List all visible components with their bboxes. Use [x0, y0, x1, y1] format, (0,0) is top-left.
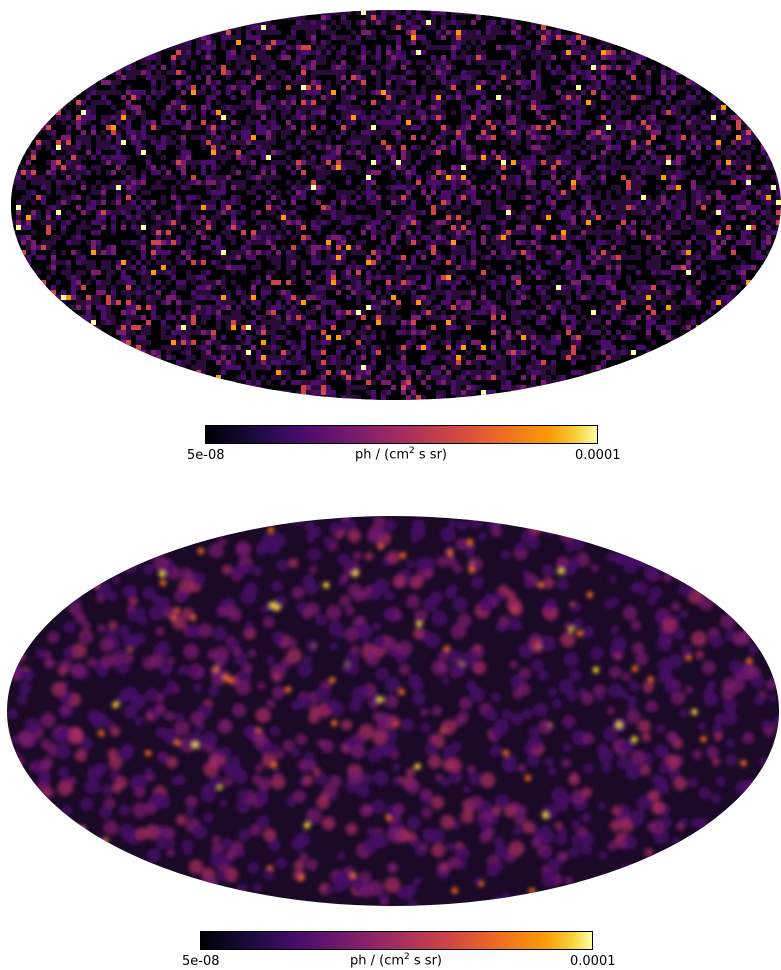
- map-background: [7, 516, 779, 906]
- colorbar-min-label: 5e-08: [182, 954, 220, 969]
- colorbar-unit-label: ph / (cm2 s sr): [355, 446, 447, 463]
- mollweide-map-smoothed: [7, 516, 779, 906]
- skymap-panel-smoothed: 5e-08 0.0001 ph / (cm2 s sr): [0, 500, 781, 970]
- skymap-panel-fine: 5e-08 0.0001 ph / (cm2 s sr): [0, 0, 781, 480]
- colorbar: [205, 425, 598, 444]
- colorbar-unit-label: ph / (cm2 s sr): [350, 952, 442, 969]
- mollweide-map-fine: [11, 10, 781, 400]
- sky-intensity-blobs: [7, 516, 779, 906]
- sky-intensity-pixels: [11, 10, 781, 400]
- colorbar-min-label: 5e-08: [187, 448, 225, 463]
- colorbar-max-label: 0.0001: [575, 448, 621, 463]
- colorbar-max-label: 0.0001: [570, 954, 616, 969]
- colorbar: [200, 931, 593, 950]
